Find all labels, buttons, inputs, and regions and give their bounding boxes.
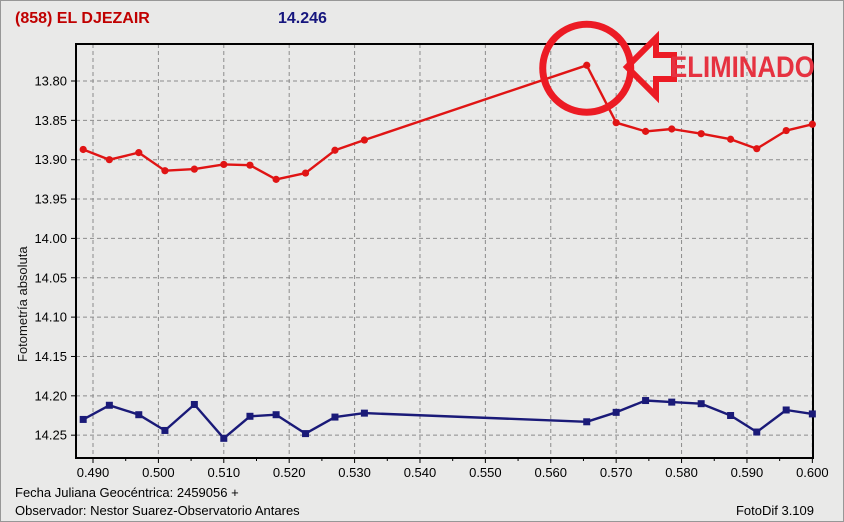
x-tick-label: 0.490 <box>77 465 110 480</box>
x-tick-label: 0.570 <box>600 465 633 480</box>
x-tick-label: 0.530 <box>338 465 371 480</box>
red-series-marker <box>583 61 591 69</box>
y-tick-label: 13.80 <box>34 73 67 88</box>
blue-series-marker <box>360 409 368 417</box>
blue-series-marker <box>79 415 87 423</box>
red-series-marker <box>641 127 650 135</box>
red-series-marker <box>246 161 254 169</box>
red-series-marker <box>753 145 761 153</box>
eliminado-arrow-icon <box>622 30 677 104</box>
x-tick-label: 0.560 <box>534 465 567 480</box>
y-tick-label: 13.85 <box>34 113 67 128</box>
red-series-marker <box>808 120 816 128</box>
red-series-marker <box>727 135 735 143</box>
plot-frame <box>75 43 814 459</box>
x-tick-label: 0.600 <box>796 465 829 480</box>
blue-series-marker <box>808 410 816 418</box>
blue-series-marker <box>612 408 620 416</box>
y-tick-label: 14.10 <box>34 310 67 325</box>
blue-series-marker <box>272 411 280 419</box>
red-series-marker <box>135 149 143 157</box>
magnitude-value: 14.246 <box>278 10 327 27</box>
x-tick-label: 0.540 <box>404 465 437 480</box>
blue-series-line <box>81 399 814 440</box>
x-tick-label: 0.520 <box>273 465 306 480</box>
y-tick-label: 13.95 <box>34 192 67 207</box>
y-tick-label: 14.15 <box>34 349 67 364</box>
blue-series-marker <box>753 428 761 436</box>
blue-series-marker <box>782 406 790 414</box>
red-series-marker <box>331 146 339 154</box>
red-series-marker <box>105 156 113 164</box>
x-tick-label: 0.580 <box>665 465 698 480</box>
blue-series-marker <box>190 400 198 408</box>
observer-text: Observador: Nestor Suarez-Observatorio A… <box>15 503 300 518</box>
blue-series-marker <box>302 430 310 438</box>
blue-series-marker <box>105 401 113 409</box>
red-series-marker <box>782 126 790 135</box>
red-series-marker <box>668 125 676 133</box>
red-series-marker <box>697 130 705 138</box>
object-designation: (858) EL DJEZAIR <box>15 10 150 27</box>
red-series-marker <box>301 169 310 177</box>
red-series-marker <box>612 119 620 127</box>
app-version-text: FotoDif 3.109 <box>735 503 814 518</box>
x-tick-label: 0.550 <box>469 465 502 480</box>
blue-series-marker <box>135 411 143 419</box>
y-tick-label: 14.00 <box>34 231 67 246</box>
y-tick-label: 13.90 <box>34 152 67 167</box>
blue-series-marker <box>668 398 676 406</box>
red-series-marker <box>190 165 198 173</box>
eliminado-circle <box>539 20 635 116</box>
blue-series-marker <box>642 397 650 405</box>
red-series-marker <box>220 160 228 169</box>
red-series-marker <box>161 167 169 175</box>
y-tick-label: 14.05 <box>34 270 67 285</box>
blue-series-marker <box>161 426 169 434</box>
y-tick-label: 14.25 <box>34 428 67 443</box>
eliminado-annotation-label: ELIMINADO <box>670 51 815 84</box>
red-series-marker <box>79 145 87 154</box>
y-tick-label: 14.20 <box>34 388 67 403</box>
x-tick-label: 0.510 <box>208 465 241 480</box>
blue-series-marker <box>246 412 254 420</box>
y-axis-title: Fotometría absoluta <box>15 246 30 362</box>
blue-series-marker <box>583 418 591 426</box>
red-series-marker <box>360 136 368 144</box>
blue-series-marker <box>697 400 705 408</box>
red-series-marker <box>272 175 280 183</box>
blue-series-marker <box>331 413 339 421</box>
x-tick-label: 0.590 <box>731 465 764 480</box>
julian-date-text: Fecha Juliana Geocéntrica: 2459056 + <box>15 485 239 500</box>
x-tick-label: 0.500 <box>142 465 175 480</box>
blue-series-marker <box>220 434 228 442</box>
blue-series-marker <box>727 411 735 419</box>
